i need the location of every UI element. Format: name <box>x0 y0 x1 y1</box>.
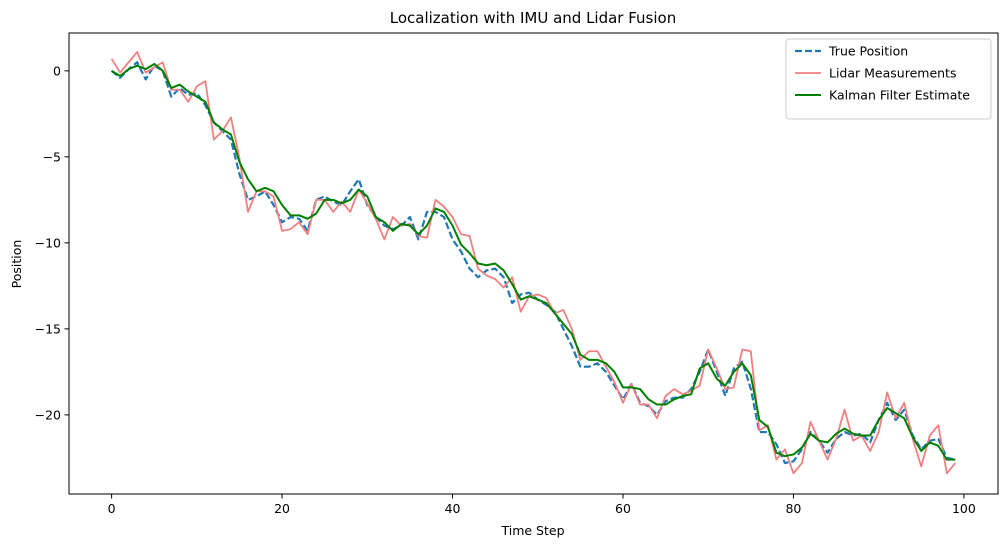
plot-area <box>68 32 999 495</box>
y-axis-label: Position <box>9 240 24 289</box>
legend-label-0: True Position <box>828 44 908 59</box>
legend-label-1: Lidar Measurements <box>829 66 956 81</box>
y-tick-label: −15 <box>35 321 61 336</box>
legend-box <box>785 38 992 120</box>
x-tick-label: 80 <box>785 501 801 516</box>
chart-title: Localization with IMU and Lidar Fusion <box>390 9 676 27</box>
axes-frame <box>68 32 999 495</box>
x-tick-label: 40 <box>445 501 461 516</box>
y-tick-label: −10 <box>35 235 61 250</box>
legend-label-2: Kalman Filter Estimate <box>829 88 970 103</box>
y-tick-label: −20 <box>35 407 61 422</box>
x-tick-label: 0 <box>108 501 116 516</box>
series-line-2 <box>111 62 956 461</box>
x-tick-label: 100 <box>952 501 976 516</box>
y-tick-label: 0 <box>53 63 61 78</box>
x-axis-label: Time Step <box>500 523 564 538</box>
x-tick-label: 60 <box>615 501 631 516</box>
series-line-1 <box>110 51 957 475</box>
legend: True Position Lidar Measurements Kalman Fi… <box>785 38 992 120</box>
x-tick-label: 20 <box>274 501 290 516</box>
y-tick-label: −5 <box>43 149 61 164</box>
